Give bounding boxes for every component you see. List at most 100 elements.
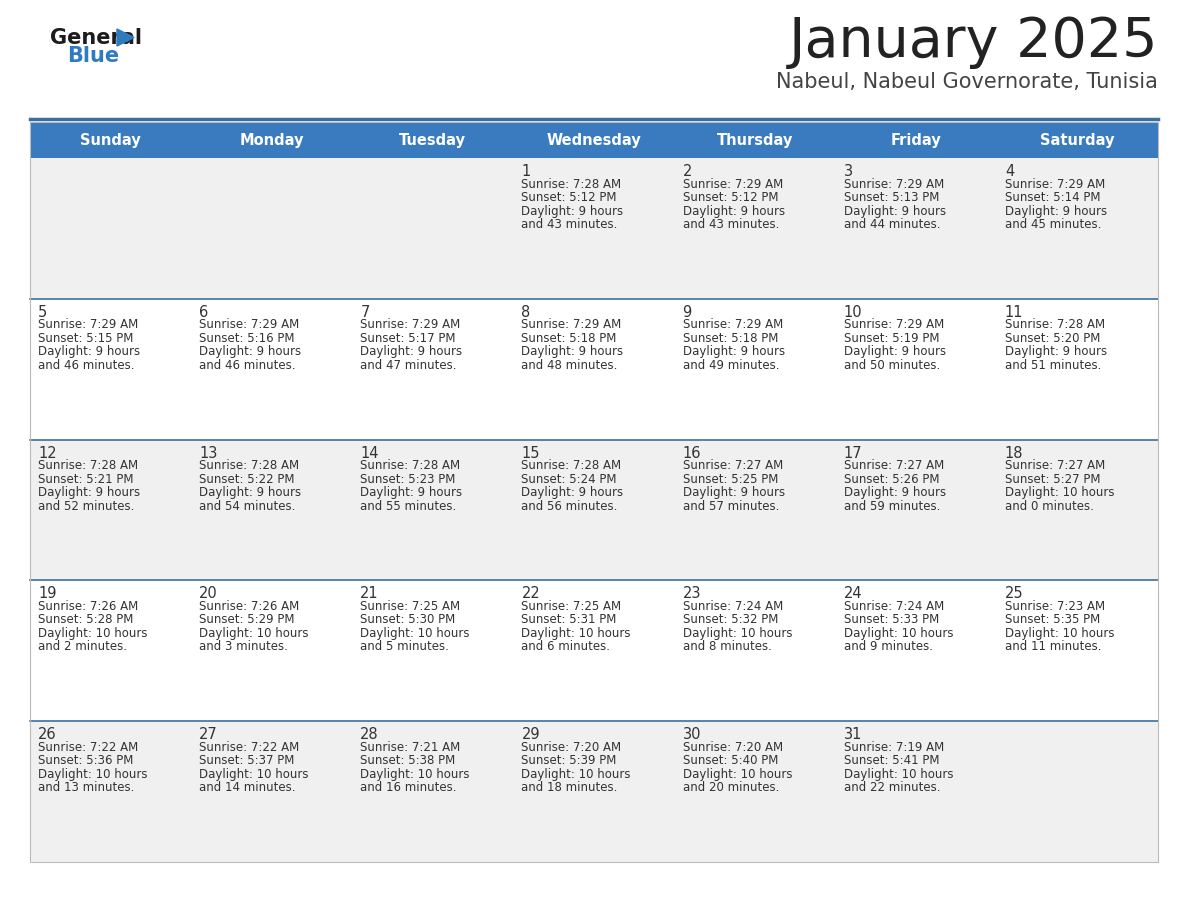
Bar	[30, 158, 1158, 298]
Text: 31: 31	[843, 727, 862, 742]
Text: Nabeul, Nabeul Governorate, Tunisia: Nabeul, Nabeul Governorate, Tunisia	[776, 72, 1158, 92]
Text: Sunset: 5:27 PM: Sunset: 5:27 PM	[1005, 473, 1100, 486]
Text: and 11 minutes.: and 11 minutes.	[1005, 641, 1101, 654]
Text: and 20 minutes.: and 20 minutes.	[683, 781, 779, 794]
Text: Daylight: 10 hours: Daylight: 10 hours	[200, 627, 309, 640]
Text: and 54 minutes.: and 54 minutes.	[200, 499, 296, 512]
Text: 20: 20	[200, 587, 217, 601]
Text: Sunset: 5:18 PM: Sunset: 5:18 PM	[522, 331, 617, 345]
Text: and 50 minutes.: and 50 minutes.	[843, 359, 940, 372]
Bar	[30, 122, 1158, 862]
Text: and 49 minutes.: and 49 minutes.	[683, 359, 779, 372]
Text: and 2 minutes.: and 2 minutes.	[38, 641, 127, 654]
Text: General: General	[50, 28, 143, 48]
Text: Sunset: 5:38 PM: Sunset: 5:38 PM	[360, 755, 455, 767]
Text: 9: 9	[683, 305, 691, 319]
Text: Daylight: 9 hours: Daylight: 9 hours	[360, 487, 462, 499]
Text: Daylight: 10 hours: Daylight: 10 hours	[1005, 627, 1114, 640]
Text: Sunset: 5:40 PM: Sunset: 5:40 PM	[683, 755, 778, 767]
Text: Sunrise: 7:19 AM: Sunrise: 7:19 AM	[843, 741, 944, 754]
Text: Thursday: Thursday	[716, 132, 794, 148]
Text: Daylight: 9 hours: Daylight: 9 hours	[522, 487, 624, 499]
Text: and 14 minutes.: and 14 minutes.	[200, 781, 296, 794]
Text: Daylight: 9 hours: Daylight: 9 hours	[522, 205, 624, 218]
Text: 25: 25	[1005, 587, 1024, 601]
Text: Sunset: 5:33 PM: Sunset: 5:33 PM	[843, 613, 939, 626]
Text: Sunrise: 7:28 AM: Sunrise: 7:28 AM	[522, 459, 621, 472]
Text: Sunrise: 7:29 AM: Sunrise: 7:29 AM	[843, 177, 944, 191]
Text: Sunrise: 7:29 AM: Sunrise: 7:29 AM	[1005, 177, 1105, 191]
Text: Daylight: 9 hours: Daylight: 9 hours	[843, 205, 946, 218]
Text: Sunset: 5:31 PM: Sunset: 5:31 PM	[522, 613, 617, 626]
Text: Daylight: 9 hours: Daylight: 9 hours	[38, 345, 140, 358]
Text: and 46 minutes.: and 46 minutes.	[200, 359, 296, 372]
Text: Daylight: 10 hours: Daylight: 10 hours	[522, 767, 631, 780]
Text: Sunset: 5:29 PM: Sunset: 5:29 PM	[200, 613, 295, 626]
Text: 12: 12	[38, 445, 57, 461]
Text: Friday: Friday	[891, 132, 942, 148]
Text: Daylight: 10 hours: Daylight: 10 hours	[38, 627, 147, 640]
Text: and 46 minutes.: and 46 minutes.	[38, 359, 134, 372]
Text: and 51 minutes.: and 51 minutes.	[1005, 359, 1101, 372]
Text: Daylight: 9 hours: Daylight: 9 hours	[360, 345, 462, 358]
Text: Daylight: 10 hours: Daylight: 10 hours	[38, 767, 147, 780]
Text: 14: 14	[360, 445, 379, 461]
Text: Wednesday: Wednesday	[546, 132, 642, 148]
Text: Sunrise: 7:29 AM: Sunrise: 7:29 AM	[38, 319, 138, 331]
Text: Sunrise: 7:25 AM: Sunrise: 7:25 AM	[522, 599, 621, 613]
Text: and 13 minutes.: and 13 minutes.	[38, 781, 134, 794]
Text: Sunrise: 7:28 AM: Sunrise: 7:28 AM	[38, 459, 138, 472]
Text: and 45 minutes.: and 45 minutes.	[1005, 218, 1101, 231]
Text: Daylight: 10 hours: Daylight: 10 hours	[522, 627, 631, 640]
Text: Sunday: Sunday	[81, 132, 141, 148]
Text: Sunset: 5:26 PM: Sunset: 5:26 PM	[843, 473, 940, 486]
Text: Daylight: 10 hours: Daylight: 10 hours	[1005, 487, 1114, 499]
Text: Sunset: 5:36 PM: Sunset: 5:36 PM	[38, 755, 133, 767]
Text: 13: 13	[200, 445, 217, 461]
Text: Sunrise: 7:20 AM: Sunrise: 7:20 AM	[522, 741, 621, 754]
Text: 17: 17	[843, 445, 862, 461]
Text: and 3 minutes.: and 3 minutes.	[200, 641, 287, 654]
Text: and 52 minutes.: and 52 minutes.	[38, 499, 134, 512]
Text: Daylight: 9 hours: Daylight: 9 hours	[843, 487, 946, 499]
Text: Sunrise: 7:23 AM: Sunrise: 7:23 AM	[1005, 599, 1105, 613]
Text: 18: 18	[1005, 445, 1023, 461]
Text: and 6 minutes.: and 6 minutes.	[522, 641, 611, 654]
Text: 21: 21	[360, 587, 379, 601]
Text: Sunrise: 7:24 AM: Sunrise: 7:24 AM	[683, 599, 783, 613]
Text: Sunrise: 7:29 AM: Sunrise: 7:29 AM	[683, 319, 783, 331]
Text: Sunset: 5:12 PM: Sunset: 5:12 PM	[683, 191, 778, 204]
Text: Sunset: 5:23 PM: Sunset: 5:23 PM	[360, 473, 456, 486]
Text: 1: 1	[522, 164, 531, 179]
Text: Daylight: 9 hours: Daylight: 9 hours	[683, 345, 785, 358]
Text: 19: 19	[38, 587, 57, 601]
Text: Daylight: 9 hours: Daylight: 9 hours	[1005, 205, 1107, 218]
Bar	[30, 122, 1158, 158]
Text: and 44 minutes.: and 44 minutes.	[843, 218, 940, 231]
Text: Sunrise: 7:26 AM: Sunrise: 7:26 AM	[200, 599, 299, 613]
Text: Sunrise: 7:24 AM: Sunrise: 7:24 AM	[843, 599, 944, 613]
Text: Daylight: 9 hours: Daylight: 9 hours	[522, 345, 624, 358]
Text: 4: 4	[1005, 164, 1015, 179]
Text: Daylight: 10 hours: Daylight: 10 hours	[360, 627, 469, 640]
Text: and 57 minutes.: and 57 minutes.	[683, 499, 779, 512]
Text: and 18 minutes.: and 18 minutes.	[522, 781, 618, 794]
Text: Sunset: 5:14 PM: Sunset: 5:14 PM	[1005, 191, 1100, 204]
Text: Daylight: 9 hours: Daylight: 9 hours	[1005, 345, 1107, 358]
Text: and 43 minutes.: and 43 minutes.	[522, 218, 618, 231]
Text: 29: 29	[522, 727, 541, 742]
Text: 2: 2	[683, 164, 691, 179]
Text: and 8 minutes.: and 8 minutes.	[683, 641, 771, 654]
Text: 30: 30	[683, 727, 701, 742]
Text: 11: 11	[1005, 305, 1023, 319]
Text: 28: 28	[360, 727, 379, 742]
Bar	[30, 722, 1158, 862]
Text: Sunset: 5:15 PM: Sunset: 5:15 PM	[38, 331, 133, 345]
Text: and 0 minutes.: and 0 minutes.	[1005, 499, 1094, 512]
Bar	[30, 580, 1158, 722]
Text: Sunrise: 7:29 AM: Sunrise: 7:29 AM	[843, 319, 944, 331]
Text: and 5 minutes.: and 5 minutes.	[360, 641, 449, 654]
Text: and 48 minutes.: and 48 minutes.	[522, 359, 618, 372]
Text: Tuesday: Tuesday	[399, 132, 467, 148]
Text: Sunrise: 7:22 AM: Sunrise: 7:22 AM	[38, 741, 138, 754]
